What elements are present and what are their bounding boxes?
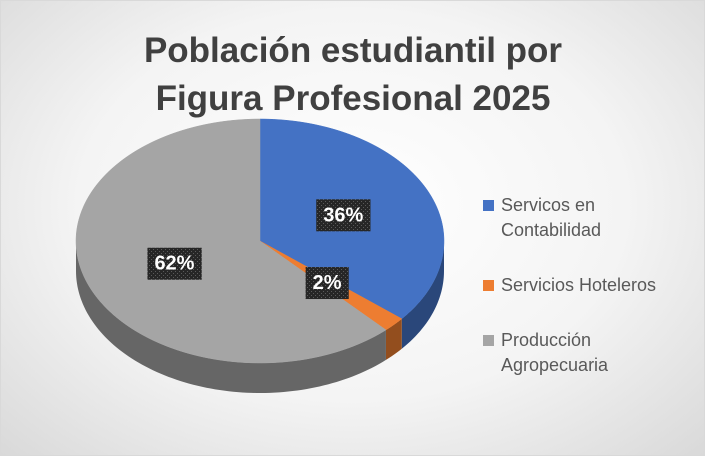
legend-label: Producción Agropecuaria	[501, 330, 609, 375]
legend-label: Servicios Hoteleros	[501, 275, 657, 295]
legend-item: Servicos en Contabilidad	[481, 193, 681, 243]
data-label-text: 62%	[154, 253, 194, 275]
data-label-box	[316, 199, 371, 232]
legend: Servicos en Contabilidad Servicios Hotele…	[481, 193, 681, 408]
data-label-text: 36%	[323, 204, 363, 226]
data-label-box	[147, 247, 202, 280]
slice-side	[76, 241, 386, 393]
legend-item: Producción Agropecuaria	[481, 328, 681, 378]
slice	[75, 118, 387, 364]
data-label-box	[305, 267, 349, 300]
legend-swatch	[483, 280, 494, 291]
data-label: 62%	[147, 247, 202, 280]
legend-label: Servicos en Contabilidad	[501, 195, 602, 240]
slice-side	[401, 241, 444, 349]
data-label: 36%	[316, 199, 371, 232]
data-label: 2%	[305, 267, 349, 300]
data-label-text: 2%	[313, 272, 342, 294]
legend-swatch	[483, 335, 494, 346]
chart-title: Población estudiantil por Figura Profesi…	[143, 31, 563, 118]
slice-side	[385, 318, 402, 360]
legend-swatch	[483, 200, 494, 211]
legend-item: Servicios Hoteleros	[481, 273, 681, 298]
